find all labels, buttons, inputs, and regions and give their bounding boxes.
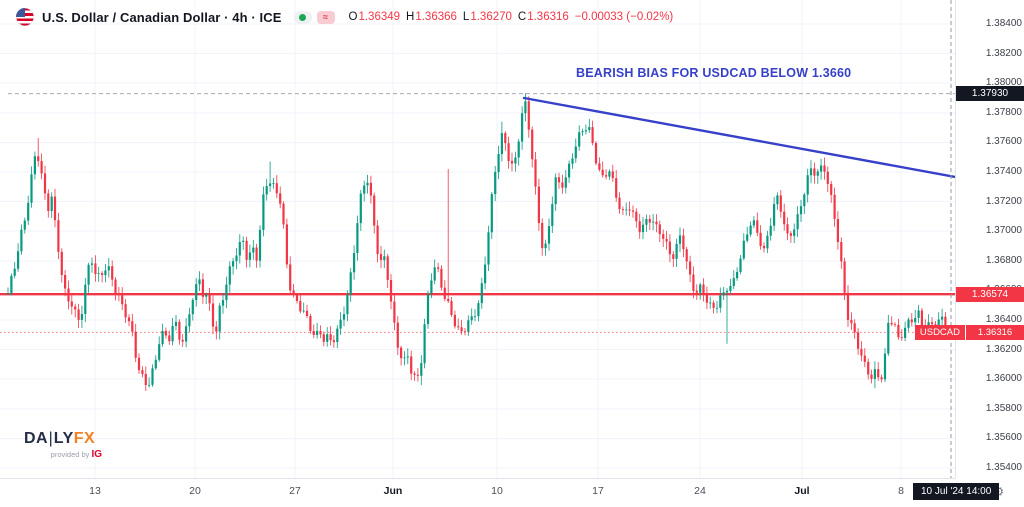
provided-by-label: provided by [50, 450, 90, 459]
high-label: H [406, 11, 415, 23]
last-price-value: 1.36316 [966, 324, 1024, 340]
price-axis[interactable]: 1.38400 1.38200 1.38000 1.37800 1.37600 1.374… [955, 0, 1024, 478]
open-value: 1.36349 [358, 11, 401, 23]
last-price-badge: USDCAD 1.36316 [914, 324, 1024, 340]
swing-high-price-badge: 1.37930 [956, 86, 1024, 102]
price-axis-label: 1.37200 [985, 195, 1022, 207]
close-label: C [517, 11, 527, 23]
symbol-tag: USDCAD [914, 324, 965, 340]
price-axis-label: 1.38400 [985, 18, 1022, 29]
resistance-price-badge: 1.36574 [956, 286, 1024, 302]
symbol-title[interactable]: U.S. Dollar / Canadian Dollar · 4h · ICE [42, 9, 282, 25]
time-axis-label: 20 [189, 485, 201, 497]
high-value: 1.36366 [415, 11, 457, 23]
price-axis-label: 1.38000 [985, 77, 1022, 89]
price-axis-label: 1.36800 [985, 254, 1022, 266]
ohlc-readout: O 1.36349 H 1.36366 L 1.36270 C 1.36316 −0.0… [349, 11, 674, 23]
change-value: −0.00033 (−0.02%) [574, 11, 674, 23]
price-axis-label: 1.35400 [985, 462, 1022, 473]
time-axis-label: 24 [694, 485, 706, 497]
crosshair-time-badge: 10 Jul '24 14:00 [913, 483, 1000, 500]
price-axis-label: 1.35600 [985, 432, 1022, 444]
time-axis[interactable]: 13 20 27 Jun 10 17 24 Jul 8 [0, 478, 1024, 507]
low-label: L [462, 11, 470, 23]
price-axis-label: 1.36400 [985, 314, 1022, 325]
price-axis-label: 1.37400 [985, 166, 1022, 177]
market-status-icons: ≈ [293, 10, 335, 24]
price-axis-label: 1.37000 [985, 225, 1022, 237]
bearish-trendline[interactable] [522, 96, 987, 184]
time-axis-label: 13 [89, 485, 101, 497]
flag-superscript: 1 [33, 8, 34, 11]
delayed-data-icon[interactable]: ≈ [316, 10, 335, 24]
price-axis-label: 1.37600 [985, 136, 1022, 148]
time-axis-label: 27 [289, 485, 301, 497]
close-value: 1.36316 [527, 11, 569, 23]
price-axis-label: 1.35800 [985, 402, 1022, 414]
price-axis-label: 1.38200 [985, 47, 1022, 59]
price-axis-label: 1.36000 [985, 373, 1022, 385]
market-open-dot-icon[interactable] [293, 10, 312, 24]
bearish-bias-annotation[interactable]: BEARISH BIAS FOR USDCAD BELOW 1.3660 [576, 66, 852, 80]
time-axis-label: 10 [491, 485, 503, 497]
time-axis-label: 8 [898, 485, 904, 497]
price-axis-label: 1.37800 [985, 106, 1022, 118]
price-level-lines[interactable] [0, 93, 955, 333]
candlesticks [6, 93, 947, 391]
chart-header: 1 U.S. Dollar / Canadian Dollar · 4h · I… [16, 5, 673, 29]
us-flag-icon: 1 [16, 8, 34, 26]
ig-brand: IG [91, 449, 102, 460]
time-axis-label: Jul [794, 485, 810, 497]
price-axis-label: 1.36200 [985, 343, 1022, 355]
open-label: O [348, 11, 358, 23]
low-value: 1.36270 [470, 11, 512, 23]
time-axis-label: Jun [383, 485, 403, 497]
dailyfx-logo: DA|LYFX provided by IG [24, 430, 102, 460]
time-axis-label: 17 [592, 485, 604, 497]
grid [0, 0, 955, 478]
